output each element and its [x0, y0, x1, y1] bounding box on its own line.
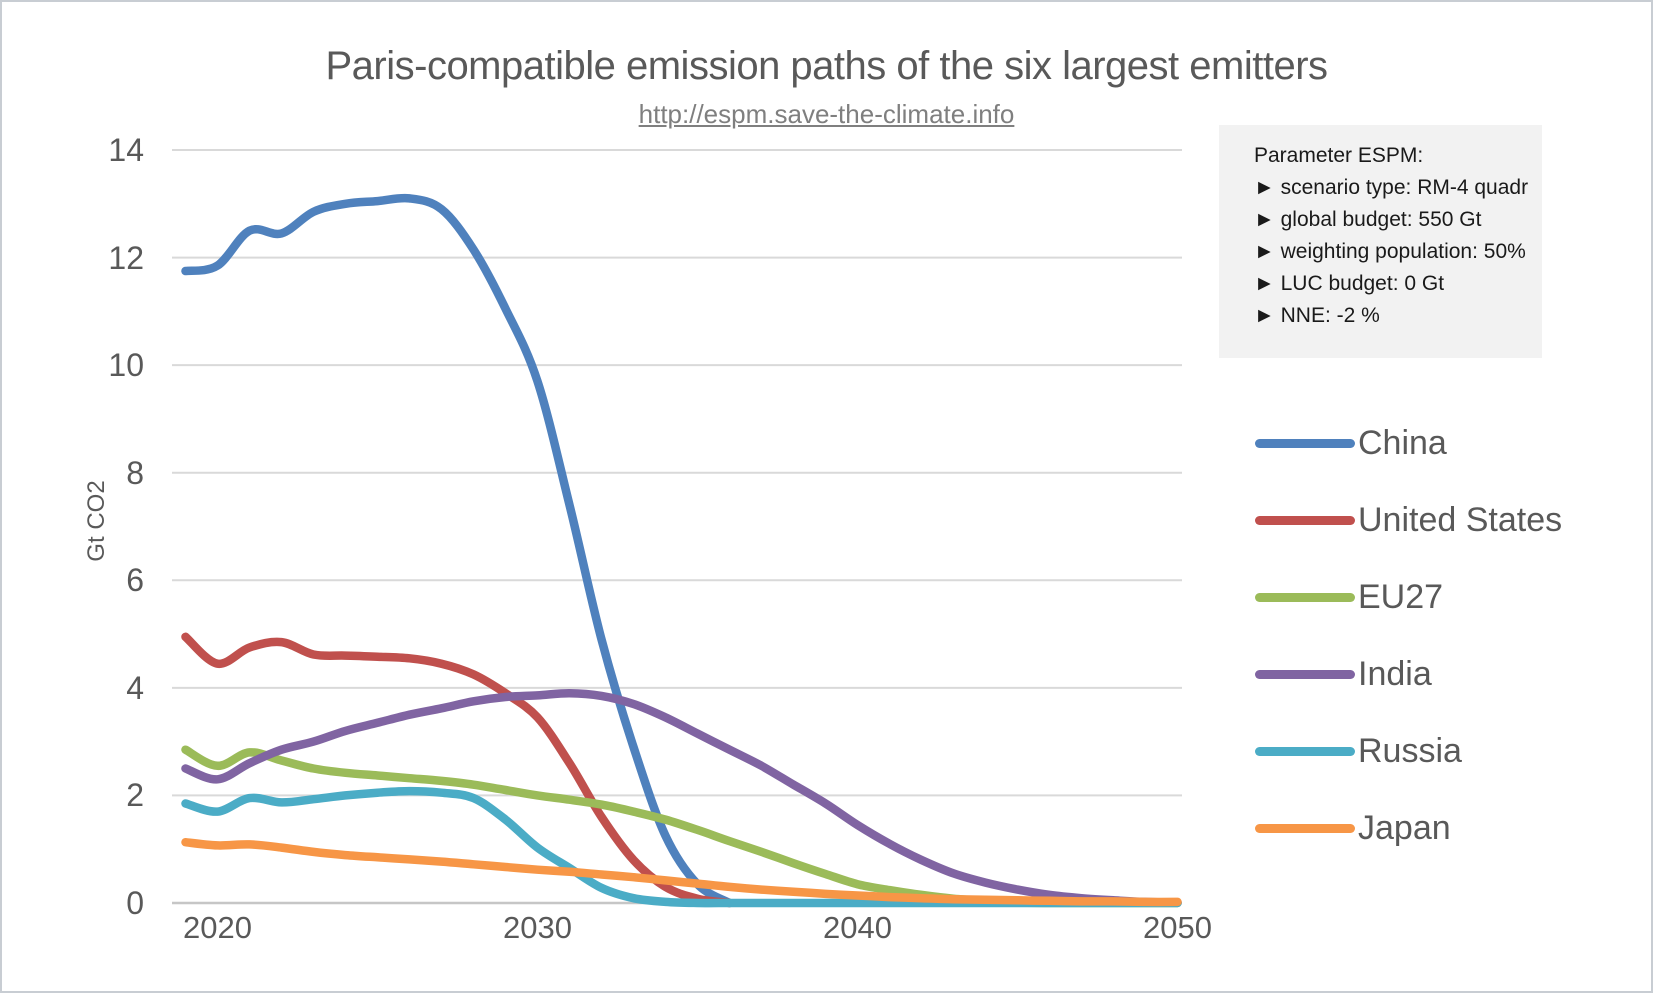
legend-label: Russia [1358, 732, 1462, 770]
legend-label: China [1358, 424, 1447, 462]
legend-swatch [1255, 746, 1355, 756]
series-lines [181, 193, 1182, 908]
gridlines [172, 148, 1182, 905]
y-tick-label: 0 [126, 885, 144, 921]
subtitle-link[interactable]: http://espm.save-the-climate.info [638, 99, 1015, 129]
legend-label: Japan [1358, 809, 1451, 847]
legend-item-india: India [1255, 654, 1432, 694]
legend-label: EU27 [1358, 578, 1444, 616]
x-tick-label: 2040 [823, 910, 892, 945]
parameter-box: Parameter ESPM: ► scenario type: RM-4 qu… [1219, 125, 1542, 358]
param-line-nne: ► NNE: -2 % [1254, 304, 1380, 327]
series-line-united-states [181, 632, 734, 908]
x-tick-label: 2020 [183, 910, 252, 945]
y-tick-label: 4 [126, 669, 144, 706]
param-line-budget: ► global budget: 550 Gt [1254, 208, 1482, 231]
param-line-luc: ► LUC budget: 0 Gt [1254, 272, 1445, 295]
param-header: Parameter ESPM: [1254, 144, 1424, 167]
legend-swatch [1255, 669, 1355, 679]
series-line-india [181, 688, 1182, 907]
x-tick-label: 2030 [503, 910, 572, 945]
chart-title: Paris-compatible emission paths of the s… [325, 44, 1328, 88]
y-tick-label: 2 [126, 777, 144, 814]
legend-swatch [1255, 823, 1355, 833]
legend-item-china: China [1255, 423, 1447, 463]
legend-label: India [1358, 655, 1432, 693]
legend-item-russia: Russia [1255, 731, 1462, 771]
series-line-china [181, 193, 734, 908]
legend-item-eu27: EU27 [1255, 577, 1443, 617]
x-tick-label: 2050 [1143, 910, 1212, 945]
y-tick-label: 6 [126, 562, 144, 599]
param-line-weighting: ► weighting population: 50% [1254, 240, 1526, 263]
legend-swatch [1255, 592, 1355, 602]
legend-label: United States [1358, 501, 1563, 539]
y-tick-label: 10 [108, 347, 144, 384]
y-tick-label: 8 [126, 454, 144, 491]
y-tick-label: 14 [108, 131, 144, 168]
series-line-japan [181, 837, 1182, 907]
legend-swatch [1255, 515, 1355, 525]
y-tick-label: 12 [108, 239, 144, 276]
param-line-scenario: ► scenario type: RM-4 quadr [1254, 176, 1529, 199]
legend-swatch [1255, 438, 1355, 448]
legend-item-united-states: United States [1255, 500, 1562, 540]
chart-subtitle: http://espm.save-the-climate.info [2, 99, 1651, 130]
legend-item-japan: Japan [1255, 808, 1451, 848]
